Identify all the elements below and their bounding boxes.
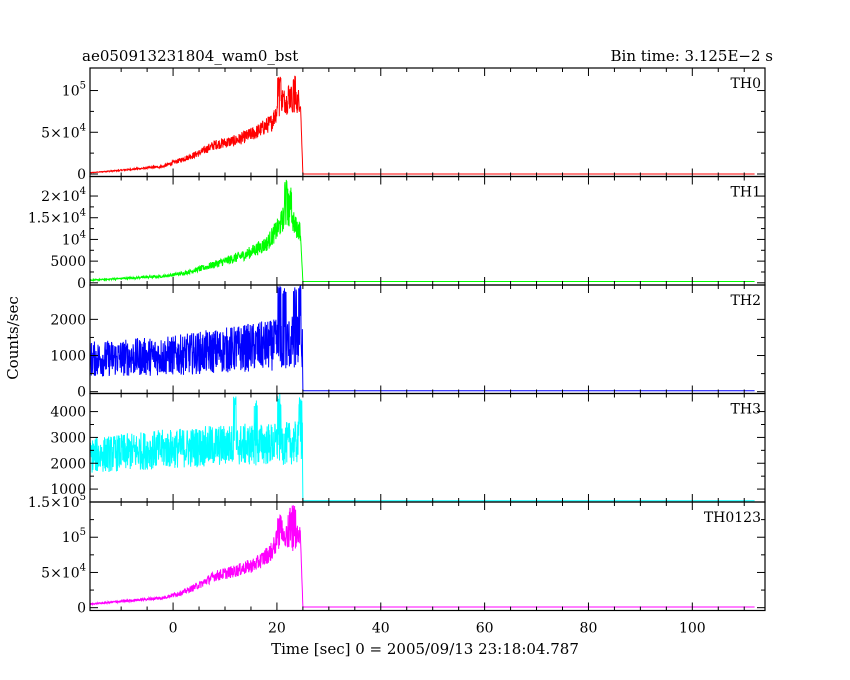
- series-th0: [90, 75, 755, 175]
- y-tick-label: 104: [62, 229, 86, 248]
- y-tick-label: 2×104: [41, 186, 86, 205]
- x-tick-label: 60: [476, 621, 494, 637]
- y-tick-label: 1000: [50, 349, 86, 365]
- y-tick-label: 5000: [50, 254, 86, 270]
- panel-th0123: TH0123 0 5×104 105 1.5×105: [28, 492, 766, 617]
- x-axis-label: Time [sec] 0 = 2005/09/13 23:18:04.787: [271, 640, 579, 658]
- panel-th1: TH1 0 5000 104 1.5×104 2×104: [28, 175, 766, 292]
- bin-time-label: Bin time: 3.125E−2 s: [611, 47, 773, 65]
- panel-th2: TH2 0 1000 2000: [50, 284, 766, 401]
- y-tick-label: 1.5×104: [28, 208, 86, 227]
- panel-frame: [89, 501, 766, 612]
- y-tick-label: 0: [77, 385, 86, 401]
- y-tick-label: 2000: [50, 456, 86, 472]
- panel-name: TH0123: [704, 510, 761, 526]
- y-tick-label: 2000: [50, 312, 86, 328]
- panels-group: TH0 0 5×104 105 TH1 0 5000 104 1.5×104 2×104 TH2 0 1…: [28, 67, 766, 637]
- y-tick-label: 5×104: [41, 122, 86, 141]
- x-tick-label: 0: [169, 621, 178, 637]
- x-tick-label: 20: [268, 621, 286, 637]
- panel-frame: [89, 67, 766, 178]
- y-tick-label: 0: [77, 167, 86, 183]
- panel-th0: TH0 0 5×104 105: [41, 67, 766, 183]
- y-tick-label: 3000: [50, 430, 86, 446]
- x-tick-label: 100: [679, 621, 706, 637]
- y-axis-label: Counts/sec: [4, 296, 22, 380]
- x-tick-label: 40: [372, 621, 390, 637]
- series-th0123: [90, 505, 755, 608]
- series-th2: [90, 285, 755, 392]
- x-tick-label: 80: [580, 621, 598, 637]
- y-tick-label: 4000: [50, 405, 86, 421]
- panel-name: TH1: [731, 185, 761, 201]
- series-th3: [90, 393, 755, 502]
- y-tick-label: 105: [62, 81, 86, 100]
- panel-th3: TH3 1000 2000 3000 4000: [50, 392, 766, 503]
- panel-name: TH0: [731, 76, 761, 92]
- y-tick-label: 0: [77, 601, 86, 617]
- y-tick-label: 0: [77, 276, 86, 292]
- panel-name: TH3: [731, 402, 761, 418]
- y-tick-label: 5×104: [41, 562, 86, 581]
- y-tick-label: 1.5×105: [28, 492, 86, 511]
- panel-name: TH2: [731, 293, 761, 309]
- panel-frame: [89, 175, 766, 286]
- y-tick-label: 105: [62, 527, 86, 546]
- y-tick-label: 1000: [50, 482, 86, 498]
- series-th1: [90, 179, 755, 282]
- plot-title: ae050913231804_wam0_bst: [82, 47, 298, 65]
